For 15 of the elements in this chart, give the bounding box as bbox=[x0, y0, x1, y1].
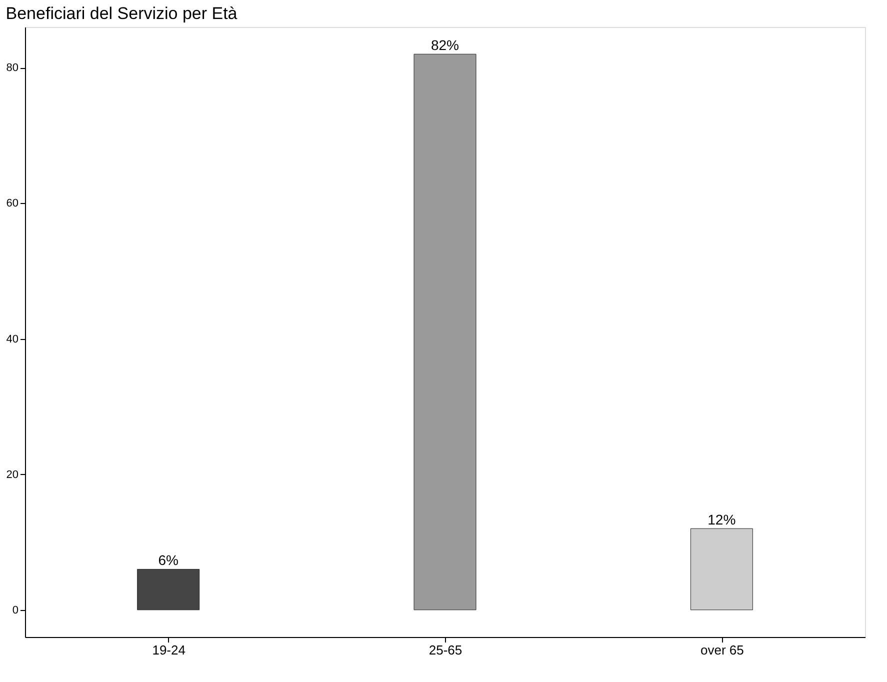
data-label: 82% bbox=[430, 37, 460, 54]
x-tick-label: 25-65 bbox=[428, 642, 462, 658]
x-tick-label: 19-24 bbox=[152, 642, 186, 658]
bar bbox=[690, 528, 753, 610]
chart-title: Beneficiari del Servizio per Età bbox=[6, 4, 238, 23]
bar bbox=[414, 54, 476, 610]
data-label: 12% bbox=[708, 512, 736, 528]
y-tick-label: 20 bbox=[6, 468, 18, 481]
x-tick-label: over 65 bbox=[700, 642, 744, 658]
bar bbox=[137, 568, 200, 610]
y-tick-label: 60 bbox=[6, 198, 18, 210]
y-tick-label: 0 bbox=[12, 604, 18, 616]
y-tick-label: 40 bbox=[6, 333, 18, 346]
y-tick-label: 80 bbox=[6, 62, 18, 74]
data-label: 6% bbox=[158, 552, 178, 568]
